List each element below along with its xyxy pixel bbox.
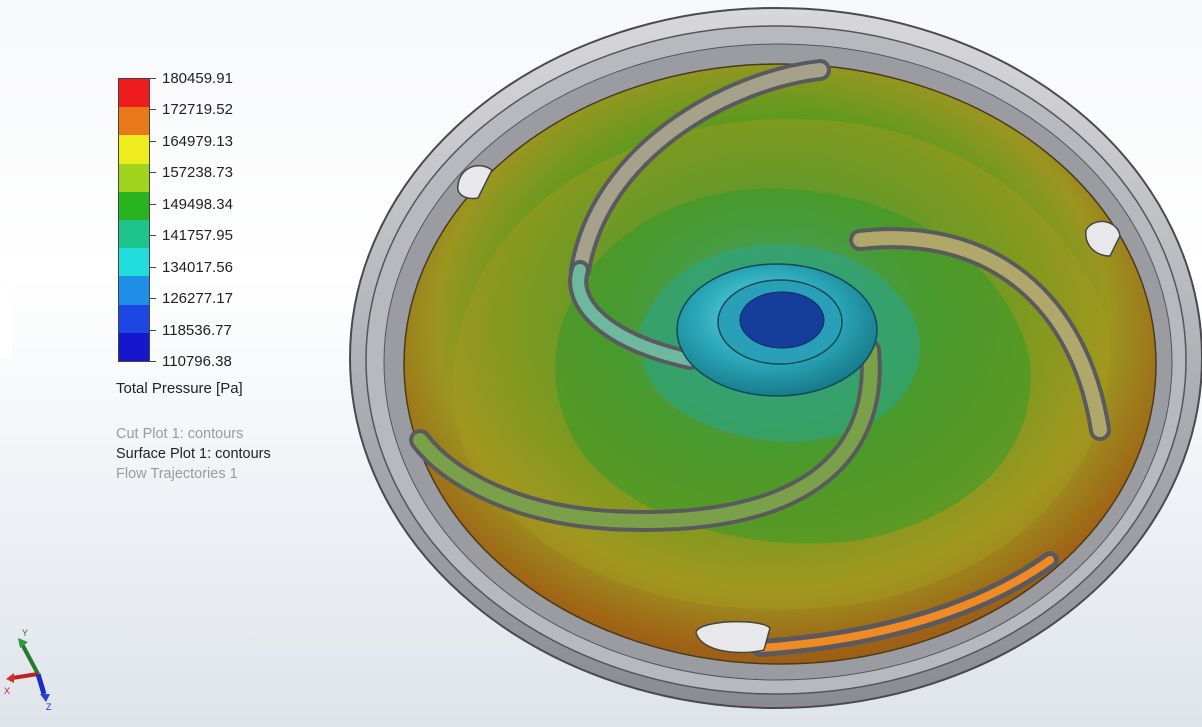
legend-tick-label: 164979.13 <box>162 132 233 150</box>
legend-color-cell <box>119 163 149 192</box>
axis-z-label: Z <box>46 702 52 710</box>
legend-tick <box>150 235 156 237</box>
legend-tick-label: 141757.95 <box>162 227 233 245</box>
legend-tick-label: 149498.34 <box>162 195 233 213</box>
legend-tick-label: 126277.17 <box>162 290 233 308</box>
legend-tick <box>150 361 156 362</box>
legend-tick-label: 134017.56 <box>162 258 233 276</box>
legend-tick <box>150 140 156 142</box>
legend-tick-label: 118536.77 <box>162 321 232 339</box>
legend-color-cell <box>119 79 149 108</box>
plot-list: Cut Plot 1: contours Surface Plot 1: cont… <box>116 424 271 484</box>
legend-color-cell <box>119 135 149 164</box>
plot-list-item[interactable]: Surface Plot 1: contours <box>116 446 271 462</box>
legend-color-cell <box>119 248 149 277</box>
axis-x-label: X <box>4 686 10 696</box>
panel-edge-mark <box>0 286 12 358</box>
balance-slots <box>457 164 1121 654</box>
legend-color-bar <box>118 78 150 362</box>
legend-color-cell <box>119 107 149 136</box>
legend-tick <box>150 109 156 111</box>
legend-tick-label: 180459.91 <box>162 70 233 87</box>
legend-tick-label: 110796.38 <box>162 353 232 370</box>
legend-color-cell <box>119 332 149 361</box>
legend-quantity-label: Total Pressure [Pa] <box>116 380 243 397</box>
legend-color-cell <box>119 276 149 305</box>
legend-color-cell <box>119 219 149 249</box>
axis-triad: Y X Z <box>4 628 52 710</box>
legend-tick <box>150 78 156 79</box>
plot-list-item[interactable]: Flow Trajectories 1 <box>116 466 238 482</box>
plot-list-item[interactable]: Cut Plot 1: contours <box>116 426 244 442</box>
legend-tick-label: 157238.73 <box>162 164 233 182</box>
legend-color-cell <box>119 191 149 220</box>
axis-y-label: Y <box>22 628 28 638</box>
impeller-blades <box>409 59 1111 657</box>
legend-tick <box>150 203 156 205</box>
legend-color-cell <box>119 304 149 333</box>
hub-eye <box>739 291 825 349</box>
legend-tick <box>150 298 156 300</box>
legend-tick <box>150 172 156 174</box>
legend-tick <box>150 266 156 268</box>
legend-tick <box>150 329 156 331</box>
legend-tick-label: 172719.52 <box>162 101 233 119</box>
